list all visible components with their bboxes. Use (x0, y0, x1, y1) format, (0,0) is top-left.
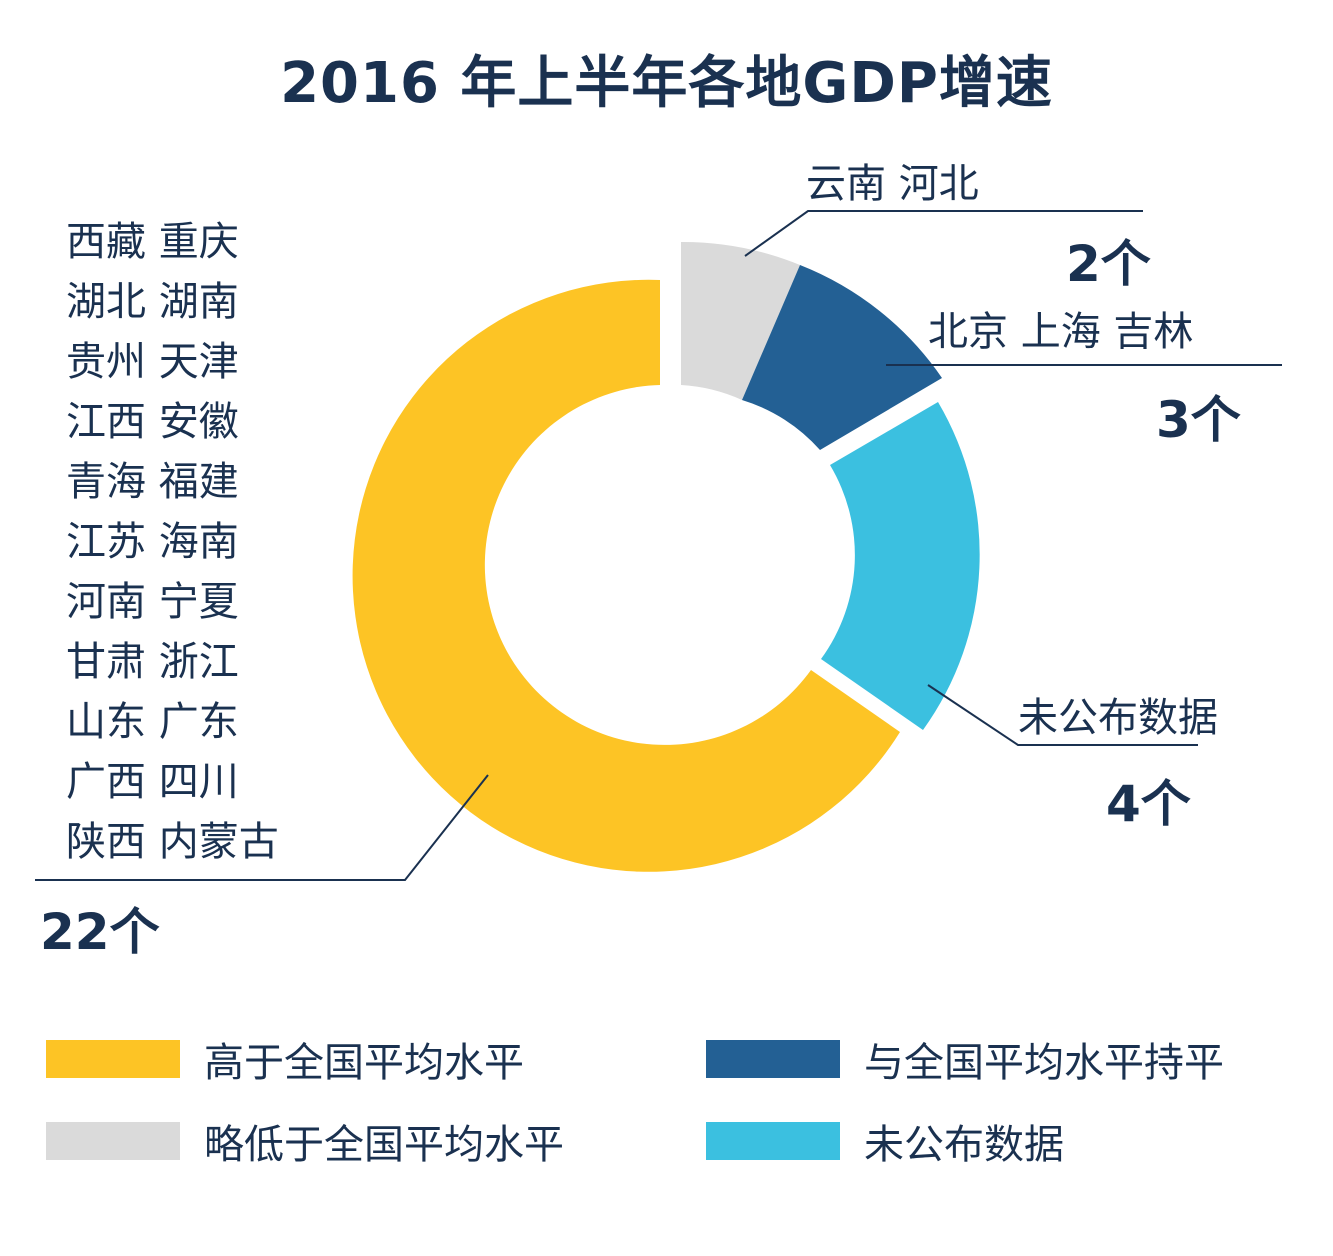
region-row: 河南 宁夏 (66, 579, 239, 625)
above-average-count: 22个 (40, 903, 160, 961)
unpublished-label: 未公布数据 (1018, 695, 1218, 741)
unpublished-count: 4个 (1106, 775, 1191, 833)
legend-swatch (706, 1122, 840, 1160)
legend-item-unpublished[interactable]: 未公布数据 (706, 1112, 1064, 1170)
region-row: 广西 四川 (66, 759, 239, 805)
region-row: 湖北 湖南 (66, 279, 239, 325)
above-average-region-list: 西藏 重庆 湖北 湖南 贵州 天津 江西 安徽 青海 福建 江苏 海南 河南 宁… (66, 212, 279, 872)
region-row: 江西 安徽 (66, 399, 239, 445)
legend-swatch (46, 1040, 180, 1078)
legend-label: 略低于全国平均水平 (204, 1122, 564, 1168)
equal-average-regions: 北京 上海 吉林 (928, 309, 1194, 355)
legend-item-equal-average[interactable]: 与全国平均水平持平 (706, 1030, 1224, 1088)
legend-label: 高于全国平均水平 (204, 1040, 524, 1086)
leader-line-below (744, 210, 1143, 257)
legend-label: 与全国平均水平持平 (864, 1040, 1224, 1086)
region-row: 甘肃 浙江 (66, 639, 239, 685)
region-row: 西藏 重庆 (66, 219, 239, 265)
region-row: 贵州 天津 (66, 339, 239, 385)
legend-swatch (706, 1040, 840, 1078)
slice-above-average[interactable] (352, 279, 900, 872)
region-row: 江苏 海南 (66, 519, 239, 565)
legend-item-below-average[interactable]: 略低于全国平均水平 (46, 1112, 564, 1170)
slice-equal-average[interactable] (742, 265, 942, 450)
chart-title: 2016 年上半年各地GDP增速 (280, 51, 1053, 116)
below-average-regions: 云南 河北 (806, 161, 979, 207)
region-row: 青海 福建 (66, 459, 239, 505)
leader-line-above (35, 774, 489, 881)
equal-average-count: 3个 (1156, 391, 1241, 449)
below-average-count: 2个 (1066, 235, 1151, 293)
legend-item-above-average[interactable]: 高于全国平均水平 (46, 1030, 524, 1088)
slice-unpublished[interactable] (821, 402, 980, 730)
legend-label: 未公布数据 (864, 1122, 1064, 1168)
leader-line-unpublished (927, 684, 1198, 746)
slice-below-average[interactable] (681, 241, 800, 400)
region-row: 山东 广东 (66, 699, 239, 745)
region-row: 陕西 内蒙古 (66, 819, 279, 865)
legend-swatch (46, 1122, 180, 1160)
